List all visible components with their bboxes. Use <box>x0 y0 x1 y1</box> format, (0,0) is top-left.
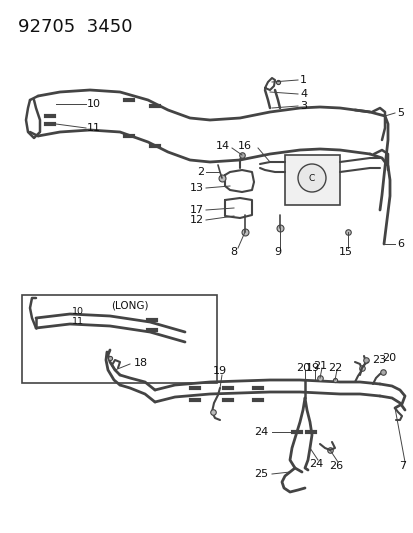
Text: 24: 24 <box>253 427 267 437</box>
Text: 8: 8 <box>230 247 237 257</box>
Text: 13: 13 <box>190 183 204 193</box>
Text: 23: 23 <box>371 355 385 365</box>
Text: 24: 24 <box>308 459 322 469</box>
Text: 5: 5 <box>396 108 403 118</box>
Text: 21: 21 <box>312 361 326 371</box>
Text: 12: 12 <box>190 215 204 225</box>
Text: 16: 16 <box>237 141 252 151</box>
Text: (LONG): (LONG) <box>111 300 148 310</box>
Text: 20: 20 <box>381 353 395 363</box>
Text: 92705  3450: 92705 3450 <box>18 18 132 36</box>
Text: 9: 9 <box>274 247 281 257</box>
Text: 14: 14 <box>215 141 230 151</box>
Text: 20: 20 <box>295 363 309 373</box>
Text: 11: 11 <box>72 318 84 327</box>
Text: 10: 10 <box>72 308 84 317</box>
Text: 10: 10 <box>87 99 101 109</box>
Circle shape <box>297 164 325 192</box>
Bar <box>284 155 339 205</box>
Text: 26: 26 <box>328 461 342 471</box>
Text: 2: 2 <box>197 167 204 177</box>
Text: 4: 4 <box>299 89 306 99</box>
Text: 6: 6 <box>396 239 403 249</box>
Text: 15: 15 <box>338 247 352 257</box>
Text: 22: 22 <box>327 363 341 373</box>
Text: 17: 17 <box>190 205 204 215</box>
Text: 19: 19 <box>212 366 226 376</box>
Bar <box>22 295 216 383</box>
Text: 19: 19 <box>305 363 319 373</box>
Text: C: C <box>308 174 314 182</box>
Text: 18: 18 <box>134 358 148 368</box>
Text: 7: 7 <box>399 461 406 471</box>
Text: 25: 25 <box>253 469 267 479</box>
Text: 1: 1 <box>299 75 306 85</box>
Text: 3: 3 <box>299 101 306 111</box>
Text: 11: 11 <box>87 123 101 133</box>
